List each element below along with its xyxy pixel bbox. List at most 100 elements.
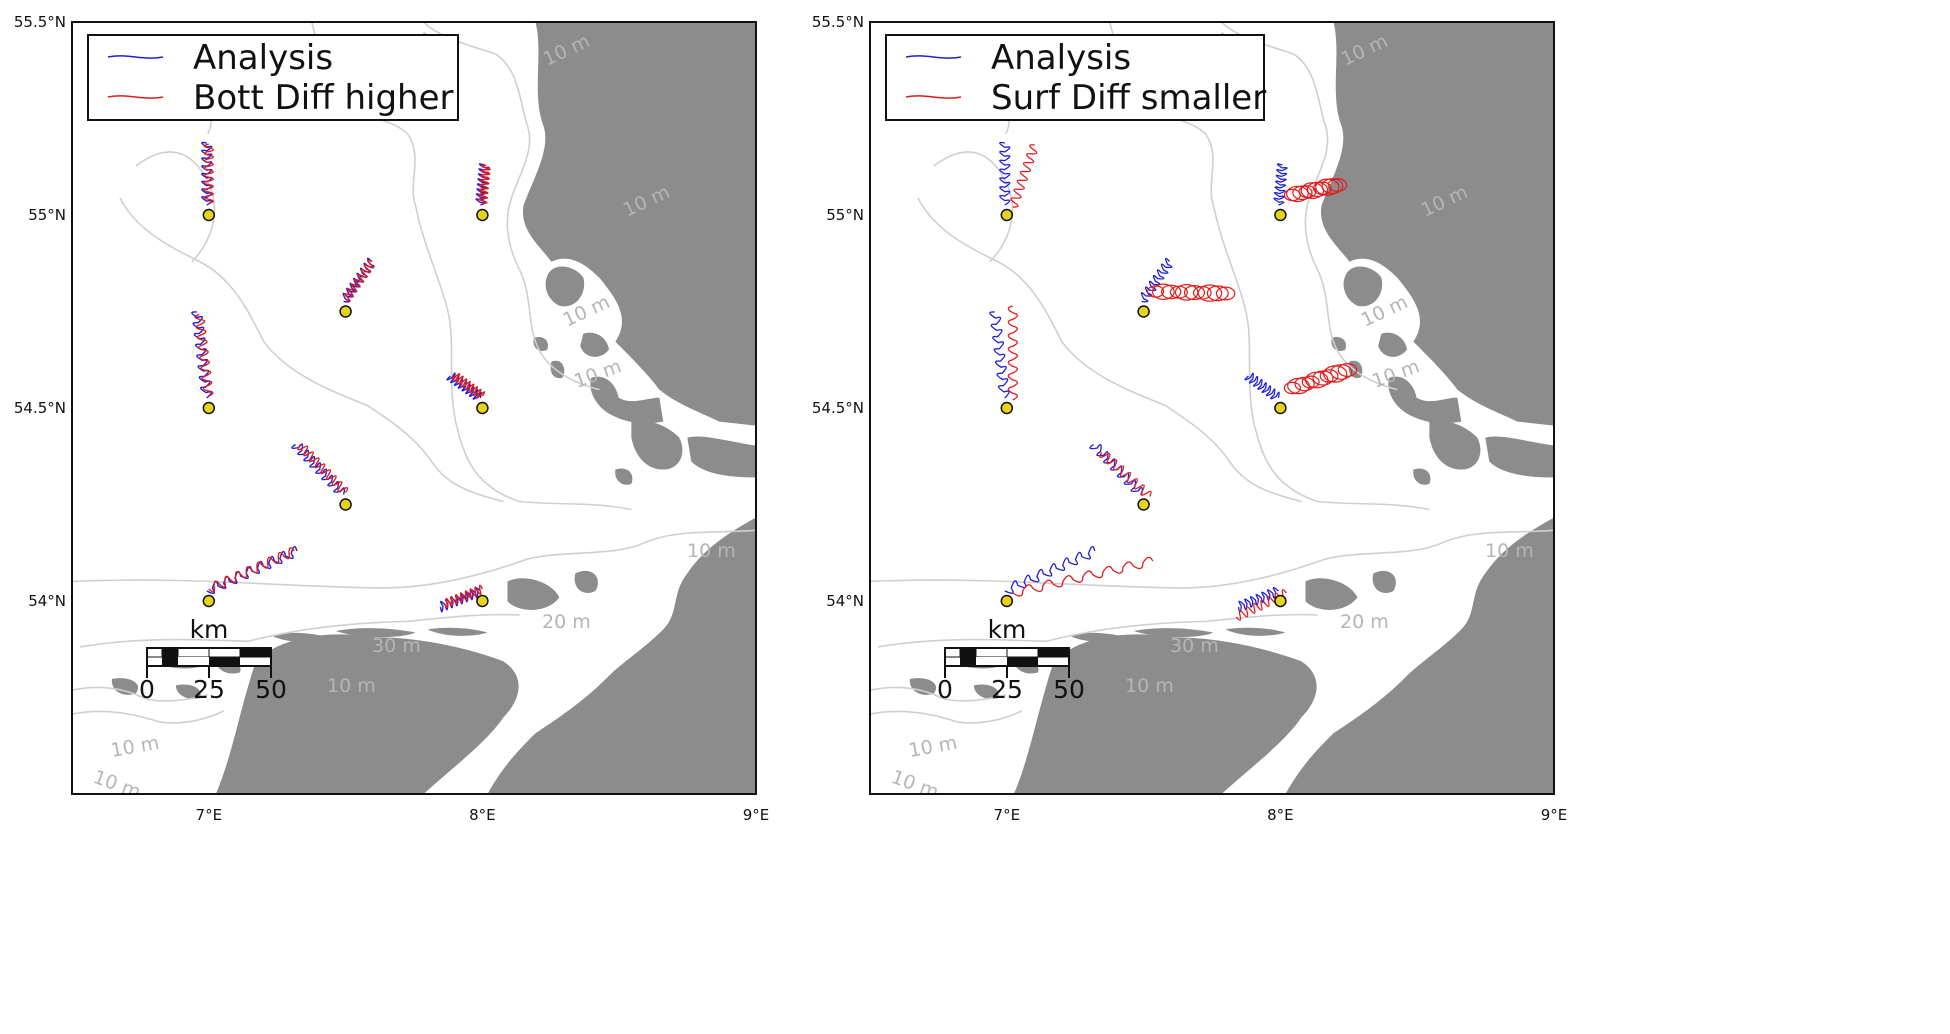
scale-bar-unit: km	[190, 615, 229, 644]
trajectory-line	[1237, 586, 1279, 613]
map-frame	[869, 21, 1555, 795]
scale-bar: km 0 25 50	[937, 615, 1085, 704]
y-tick-label: 54.5°N	[14, 399, 66, 417]
y-tick-label: 54.5°N	[812, 399, 864, 417]
station-marker	[202, 401, 216, 415]
legend-box	[885, 34, 1265, 121]
station-marker	[1000, 401, 1014, 415]
trajectory-line	[1273, 163, 1288, 206]
scale-bar-segment	[976, 657, 1007, 666]
station-group	[999, 141, 1038, 222]
station-marker	[202, 594, 216, 608]
trajectory-line	[446, 372, 482, 400]
station-group	[1000, 546, 1154, 608]
map-area: 10 m10 m10 m10 m10 m10 m20 m30 m10 m10 m…	[870, 22, 1554, 794]
y-tick-label: 54°N	[826, 592, 864, 610]
trajectory-line	[443, 584, 484, 609]
trajectory-line	[1004, 546, 1096, 594]
scale-bar-segment	[1037, 647, 1070, 658]
trajectory-line	[208, 547, 295, 593]
legend-label: Analysis	[991, 38, 1131, 78]
scale-bar-unit: km	[988, 615, 1027, 644]
scale-bar: km 0 25 50	[139, 615, 287, 704]
trajectory-loops	[1147, 283, 1236, 302]
station-group	[191, 311, 216, 415]
station-marker	[1274, 208, 1287, 222]
y-tick-label: 55.5°N	[14, 13, 66, 31]
scale-bar-label: 50	[1053, 675, 1085, 704]
panels: 10 m10 m10 m10 m10 m10 m20 m30 m10 m10 m…	[14, 13, 1567, 824]
scale-bar-segment	[239, 647, 272, 658]
scale-bar-label: 0	[139, 675, 155, 704]
station-group	[989, 305, 1018, 415]
scale-bar-segment	[944, 647, 961, 658]
contour-depth-label: 30 m	[372, 635, 421, 657]
station-marker	[476, 208, 489, 222]
station-group	[475, 163, 491, 222]
trajectory-loops	[1283, 178, 1348, 203]
trajectory-line	[297, 444, 349, 493]
scale-bar-segment	[162, 657, 178, 666]
legend-line	[107, 55, 164, 59]
scale-bar-segment	[975, 647, 1008, 658]
trajectory-line	[1010, 144, 1038, 208]
station-marker	[202, 208, 216, 222]
legend-line	[107, 95, 164, 99]
scale-bar-segment	[1007, 657, 1038, 666]
station-group	[1089, 443, 1152, 511]
trajectory-line	[1007, 305, 1018, 401]
station-marker	[476, 401, 489, 415]
station-marker	[1137, 305, 1150, 318]
station-group	[339, 257, 375, 318]
trajectory-line	[439, 586, 481, 613]
station-group	[1235, 586, 1287, 621]
legend-line	[905, 55, 962, 59]
x-tick-label: 7°E	[994, 806, 1021, 824]
scale-bar-segment	[959, 647, 977, 658]
contour-depth-label: 30 m	[1170, 635, 1219, 657]
trajectory-line	[1244, 372, 1280, 400]
station-group	[1137, 257, 1236, 318]
x-tick-label: 8°E	[469, 806, 496, 824]
scale-bar-segment	[161, 647, 179, 658]
station-group	[202, 545, 298, 608]
contour-depth-label: 10 m	[1125, 675, 1174, 697]
legend-label: Analysis	[193, 38, 333, 78]
map-panel-2: 10 m10 m10 m10 m10 m10 m20 m30 m10 m10 m…	[812, 13, 1567, 824]
map-area: 10 m10 m10 m10 m10 m10 m20 m30 m10 m10 m…	[72, 22, 756, 794]
trajectory-line	[291, 443, 346, 495]
trajectory-line	[999, 141, 1011, 206]
station-group	[291, 443, 352, 511]
trajectory-line	[1012, 556, 1154, 597]
contour-depth-label: 10 m	[687, 540, 736, 562]
legend-line	[905, 95, 962, 99]
x-tick-label: 9°E	[1541, 806, 1568, 824]
trajectory-loops	[1283, 363, 1358, 395]
scale-bar-label: 25	[991, 675, 1023, 704]
trajectory-line	[203, 143, 214, 204]
scale-bar-segment	[960, 657, 976, 666]
contour-depth-label: 20 m	[1340, 611, 1389, 633]
station-group	[1244, 363, 1358, 415]
station-marker	[339, 305, 352, 318]
scale-bar-segment	[209, 657, 240, 666]
y-tick-label: 55°N	[826, 206, 864, 224]
x-tick-label: 7°E	[196, 806, 223, 824]
trajectory-line	[477, 164, 491, 204]
x-tick-label: 9°E	[743, 806, 770, 824]
station-marker	[1137, 498, 1150, 511]
map-frame	[71, 21, 757, 795]
trajectory-line	[1235, 589, 1287, 621]
scale-bar-segment	[208, 647, 241, 658]
station-marker	[1274, 594, 1287, 608]
scale-bar-label: 0	[937, 675, 953, 704]
contour-depth-label: 20 m	[542, 611, 591, 633]
contour-depth-label: 10 m	[1485, 540, 1534, 562]
scale-bar-segment	[1006, 647, 1039, 658]
contour-depth-label: 10 m	[327, 675, 376, 697]
y-tick-label: 55.5°N	[812, 13, 864, 31]
station-group	[201, 141, 216, 222]
station-marker	[339, 498, 352, 511]
